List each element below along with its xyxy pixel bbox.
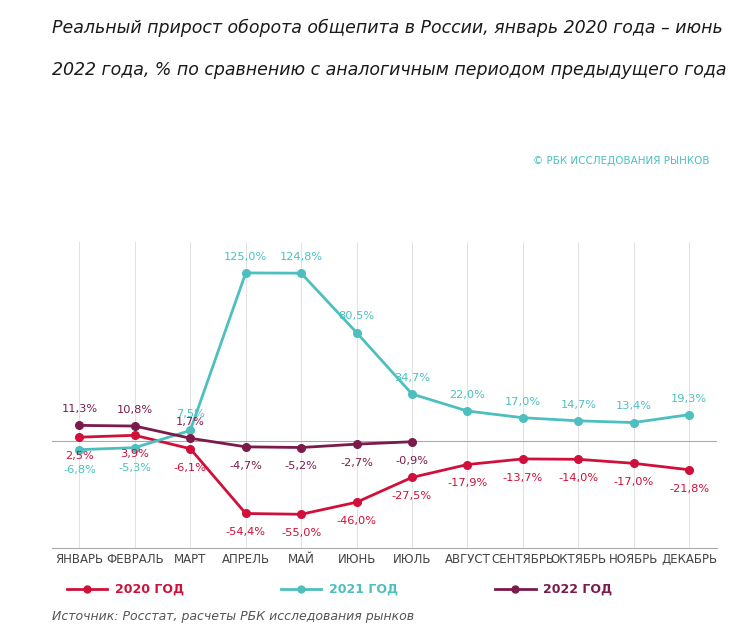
Text: -4,7%: -4,7% [229, 461, 262, 471]
Text: 80,5%: 80,5% [338, 311, 375, 322]
Text: -6,1%: -6,1% [174, 462, 207, 473]
Text: Источник: Росстат, расчеты РБК исследования рынков: Источник: Росстат, расчеты РБК исследова… [52, 610, 414, 623]
Text: 11,3%: 11,3% [61, 404, 98, 414]
Text: 34,7%: 34,7% [394, 373, 430, 383]
Text: -54,4%: -54,4% [225, 527, 266, 538]
Text: 13,4%: 13,4% [616, 401, 652, 412]
Text: -14,0%: -14,0% [558, 473, 599, 483]
Text: 124,8%: 124,8% [279, 252, 323, 262]
Text: -2,7%: -2,7% [340, 458, 373, 468]
Text: 1,7%: 1,7% [176, 417, 205, 427]
Text: 2,5%: 2,5% [65, 451, 94, 461]
Text: -46,0%: -46,0% [336, 516, 377, 526]
Text: Реальный прирост оборота общепита в России, январь 2020 года – июнь: Реальный прирост оборота общепита в Росс… [52, 19, 723, 38]
Text: 2021 ГОД: 2021 ГОД [329, 583, 398, 596]
Text: 10,8%: 10,8% [117, 405, 153, 415]
Text: 17,0%: 17,0% [505, 397, 541, 406]
Text: 14,7%: 14,7% [560, 399, 596, 410]
Text: © РБК ИССЛЕДОВАНИЯ РЫНКОВ: © РБК ИССЛЕДОВАНИЯ РЫНКОВ [533, 156, 709, 166]
Text: -21,8%: -21,8% [669, 483, 709, 494]
Text: 3,9%: 3,9% [120, 449, 149, 459]
Text: -6,8%: -6,8% [63, 465, 96, 475]
Text: -5,2%: -5,2% [285, 461, 318, 471]
Text: 2020 ГОД: 2020 ГОД [115, 583, 184, 596]
Text: 22,0%: 22,0% [449, 390, 486, 400]
Text: 2022 ГОД: 2022 ГОД [543, 583, 613, 596]
Text: 7,5%: 7,5% [176, 410, 205, 419]
Text: -55,0%: -55,0% [281, 528, 321, 538]
Text: -27,5%: -27,5% [392, 491, 432, 501]
Text: 125,0%: 125,0% [224, 252, 268, 262]
Text: -5,3%: -5,3% [118, 463, 151, 473]
Text: 2022 года, % по сравнению с аналогичным периодом предыдущего года: 2022 года, % по сравнению с аналогичным … [52, 61, 726, 78]
Text: -17,9%: -17,9% [447, 478, 488, 489]
Text: -17,0%: -17,0% [613, 477, 654, 487]
Text: -0,9%: -0,9% [395, 455, 429, 466]
Text: 19,3%: 19,3% [671, 394, 707, 404]
Text: -13,7%: -13,7% [503, 473, 543, 483]
